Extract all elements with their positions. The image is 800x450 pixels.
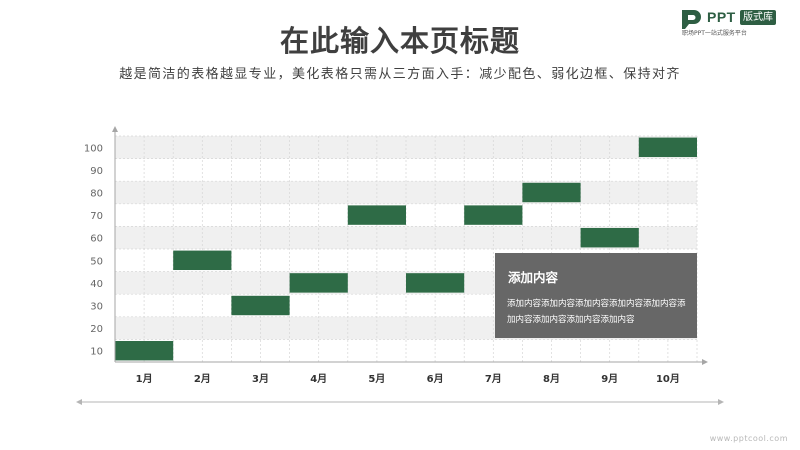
grid-band xyxy=(115,136,697,159)
y-tick-label: 50 xyxy=(90,256,103,267)
logo-tagline: 职场PPT一站式服务平台 xyxy=(682,30,747,37)
bar-6 xyxy=(406,273,465,293)
watermark: www.pptcool.com xyxy=(709,434,788,443)
x-tick-label: 1月 xyxy=(136,373,153,385)
y-tick-label: 40 xyxy=(90,279,103,290)
page-title: 在此输入本页标题 xyxy=(279,24,520,58)
x-tick-label: 3月 xyxy=(252,373,269,385)
bar-3 xyxy=(231,295,290,316)
y-axis-arrow-icon xyxy=(112,126,118,132)
logo-p-icon xyxy=(682,10,701,29)
y-tick-label: 20 xyxy=(90,324,103,335)
bar-5 xyxy=(347,205,406,225)
x-tick-label: 2月 xyxy=(194,373,211,385)
y-tick-label: 60 xyxy=(90,234,103,245)
bar-1 xyxy=(115,340,174,361)
x-tick-label: 10月 xyxy=(656,373,680,385)
logo-brand-text: PPT xyxy=(707,9,736,25)
y-tick-label: 90 xyxy=(90,166,103,177)
y-tick-label: 80 xyxy=(90,189,103,200)
x-tick-label: 4月 xyxy=(310,373,327,385)
brand-logo[interactable]: PPT 版式库 职场PPT一站式服务平台 xyxy=(680,8,795,40)
logo-badge: 版式库 xyxy=(740,10,776,25)
info-box: 添加内容 添加内容添加内容添加内容添加内容添加内容添加内容添加内容添加内容添加内… xyxy=(495,253,697,338)
divider-left-arrow-icon xyxy=(76,399,82,405)
bar-10 xyxy=(638,137,697,158)
x-axis-arrow-icon xyxy=(702,359,708,365)
x-tick-label: 6月 xyxy=(427,373,444,385)
y-tick-label: 10 xyxy=(90,347,103,358)
y-tick-label: 100 xyxy=(84,143,103,154)
bar-8 xyxy=(522,182,581,203)
info-box-text: 添加内容添加内容添加内容添加内容添加内容添加内容添加内容添加内容添加内容 xyxy=(507,299,686,325)
bar-2 xyxy=(173,250,232,271)
x-tick-label: 9月 xyxy=(601,373,618,385)
y-tick-label: 30 xyxy=(90,302,103,313)
page-subtitle: 越是简洁的表格越显专业，美化表格只需从三方面入手：减少配色、弱化边框、保持对齐 xyxy=(119,67,681,82)
x-tick-label: 7月 xyxy=(485,373,502,385)
info-box-title: 添加内容 xyxy=(508,270,559,285)
y-tick-label: 70 xyxy=(90,211,103,222)
bar-7 xyxy=(464,205,523,225)
bar-9 xyxy=(580,227,639,248)
divider-right-arrow-icon xyxy=(718,399,724,405)
bar-4 xyxy=(289,273,348,293)
x-tick-label: 5月 xyxy=(368,373,385,385)
x-tick-label: 8月 xyxy=(543,373,560,385)
